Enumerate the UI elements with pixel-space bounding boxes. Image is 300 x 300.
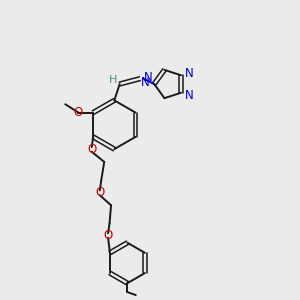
Text: O: O — [103, 229, 113, 242]
Text: N: N — [184, 67, 194, 80]
Text: N: N — [143, 71, 152, 84]
Text: O: O — [95, 186, 104, 199]
Text: N: N — [184, 88, 194, 102]
Text: N: N — [141, 76, 149, 89]
Text: O: O — [74, 106, 83, 119]
Text: O: O — [87, 143, 96, 156]
Text: H: H — [109, 76, 117, 85]
